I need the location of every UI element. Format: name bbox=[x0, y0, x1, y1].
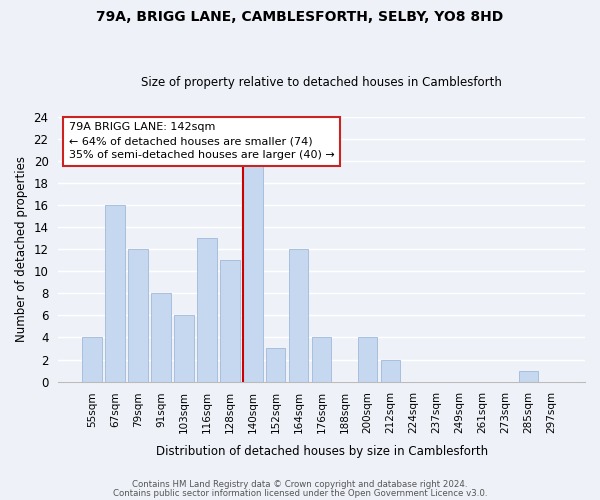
Bar bbox=[312, 338, 331, 382]
Bar bbox=[266, 348, 286, 382]
Bar bbox=[174, 316, 194, 382]
Text: Contains public sector information licensed under the Open Government Licence v3: Contains public sector information licen… bbox=[113, 488, 487, 498]
Bar bbox=[381, 360, 400, 382]
Bar bbox=[151, 294, 170, 382]
Bar bbox=[518, 370, 538, 382]
Bar bbox=[243, 161, 263, 382]
Bar bbox=[128, 250, 148, 382]
Bar bbox=[220, 260, 239, 382]
Bar bbox=[358, 338, 377, 382]
Bar bbox=[82, 338, 102, 382]
Bar bbox=[289, 250, 308, 382]
X-axis label: Distribution of detached houses by size in Camblesforth: Distribution of detached houses by size … bbox=[155, 444, 488, 458]
Y-axis label: Number of detached properties: Number of detached properties bbox=[15, 156, 28, 342]
Title: Size of property relative to detached houses in Camblesforth: Size of property relative to detached ho… bbox=[141, 76, 502, 90]
Text: Contains HM Land Registry data © Crown copyright and database right 2024.: Contains HM Land Registry data © Crown c… bbox=[132, 480, 468, 489]
Bar bbox=[197, 238, 217, 382]
Bar bbox=[105, 205, 125, 382]
Text: 79A, BRIGG LANE, CAMBLESFORTH, SELBY, YO8 8HD: 79A, BRIGG LANE, CAMBLESFORTH, SELBY, YO… bbox=[97, 10, 503, 24]
Text: 79A BRIGG LANE: 142sqm
← 64% of detached houses are smaller (74)
35% of semi-det: 79A BRIGG LANE: 142sqm ← 64% of detached… bbox=[69, 122, 335, 160]
